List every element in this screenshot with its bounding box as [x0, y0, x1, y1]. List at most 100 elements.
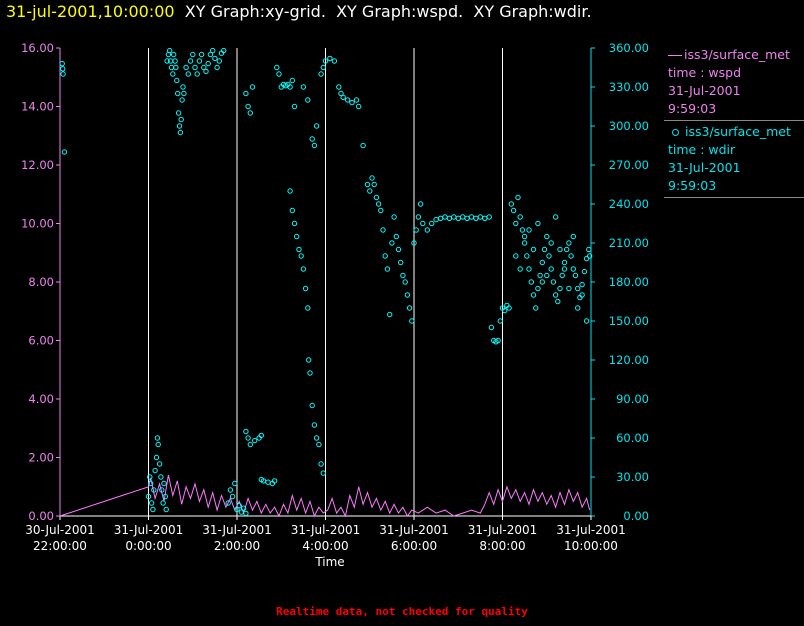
x-axis-tick-time: 0:00:00 — [125, 539, 171, 553]
wdir-point — [289, 77, 295, 84]
wdir-point — [148, 480, 154, 487]
wdir-point — [60, 66, 66, 72]
wdir-point — [533, 305, 539, 311]
wdir-point — [550, 279, 557, 285]
right-axis-tick-label: 300.00 — [609, 119, 649, 133]
wdir-point — [564, 246, 570, 253]
wdir-point — [210, 47, 216, 54]
wdir-point — [495, 337, 501, 344]
wdir-point — [60, 71, 66, 77]
wdir-point — [570, 233, 576, 240]
wdir-point — [568, 253, 574, 259]
wdir-point — [433, 216, 439, 223]
wdir-point — [212, 55, 218, 62]
wdir-point — [243, 428, 249, 435]
wdir-point — [517, 266, 523, 272]
wdir-point — [415, 214, 422, 220]
wdir-point — [566, 240, 572, 246]
wdir-point — [526, 227, 532, 233]
legend-label: time : wdir — [668, 142, 736, 157]
x-axis-tick-date: 31-Jul-2001 — [556, 523, 626, 537]
wdir-point — [557, 285, 563, 292]
wdir-point — [183, 64, 189, 71]
wdir-point — [287, 188, 293, 194]
wdir-point — [340, 94, 346, 101]
wdir-point — [179, 97, 185, 103]
wdir-point — [570, 266, 576, 272]
wdir-point — [300, 266, 307, 272]
wdir-point — [245, 103, 251, 110]
wdir-point — [521, 240, 528, 246]
wdir-point — [519, 227, 526, 233]
wdir-point — [535, 285, 541, 292]
wdir-point — [247, 110, 254, 116]
wdir-point — [429, 220, 435, 227]
wdir-point — [411, 240, 417, 246]
wdir-point — [583, 318, 590, 324]
wdir-point — [561, 259, 568, 266]
wdir-point — [586, 246, 592, 253]
wdir-point — [305, 97, 311, 103]
wdir-point — [240, 505, 247, 511]
left-axis-tick-label: 12.00 — [21, 158, 54, 172]
right-axis-tick-label: 120.00 — [609, 353, 649, 367]
wdir-point — [216, 58, 223, 64]
legend-time: 9:59:03 — [668, 178, 717, 193]
wdir-point — [305, 305, 311, 311]
wdir-point — [249, 84, 256, 90]
wdir-point — [176, 123, 183, 129]
legend: iss3/surface_met time : wspd 31-Jul-2001… — [664, 46, 804, 198]
wdir-point — [460, 214, 466, 220]
wdir-point — [229, 493, 236, 500]
wdir-point — [167, 47, 173, 54]
wdir-point — [344, 97, 351, 103]
wdir-point — [402, 279, 408, 285]
wdir-point — [437, 215, 444, 222]
wdir-point — [309, 402, 315, 409]
wdir-point — [159, 487, 165, 493]
wdir-point — [502, 307, 508, 314]
wdir-point — [291, 103, 298, 110]
wdir-point — [180, 84, 186, 90]
wdir-point — [579, 281, 585, 288]
x-axis-title: Time — [315, 555, 345, 569]
wdir-point — [389, 240, 395, 246]
left-axis-tick-label: 2.00 — [28, 451, 54, 465]
wdir-point — [192, 64, 198, 71]
right-axis-tick-label: 90.00 — [616, 392, 649, 406]
left-axis-tick-label: 16.00 — [21, 41, 54, 55]
wdir-point — [247, 441, 254, 448]
wdir-point — [515, 194, 521, 201]
wdir-point — [153, 454, 160, 461]
x-axis-tick-time: 4:00:00 — [302, 539, 348, 553]
wdir-point — [349, 99, 355, 106]
wdir-point — [364, 181, 371, 188]
wdir-point — [524, 253, 530, 259]
wdir-point — [161, 480, 167, 487]
wdir-point — [190, 51, 196, 58]
wdir-point — [455, 215, 461, 222]
wdir-point — [198, 51, 205, 58]
wdir-point — [530, 246, 537, 253]
wdir-point — [409, 318, 415, 324]
x-axis-tick-time: 22:00:00 — [33, 539, 87, 553]
right-axis-tick-label: 240.00 — [609, 197, 649, 211]
wdir-point — [243, 90, 249, 97]
wdir-point — [557, 246, 563, 253]
wdir-point — [526, 266, 532, 272]
wdir-point — [245, 435, 251, 441]
wdir-point — [513, 220, 519, 227]
wdir-point — [214, 64, 220, 71]
wdir-point — [559, 272, 565, 279]
wdir-point — [517, 214, 523, 220]
wdir-point — [306, 357, 312, 363]
wdir-point — [508, 201, 514, 207]
header-title-wspd: XY Graph:wspd. — [336, 2, 464, 21]
wdir-point — [528, 279, 534, 285]
wdir-point — [406, 305, 413, 311]
wdir-point — [172, 58, 178, 64]
wdir-point — [300, 84, 307, 90]
wdir-point — [424, 227, 430, 233]
wdir-point — [294, 233, 300, 240]
wdir-point — [575, 285, 581, 292]
